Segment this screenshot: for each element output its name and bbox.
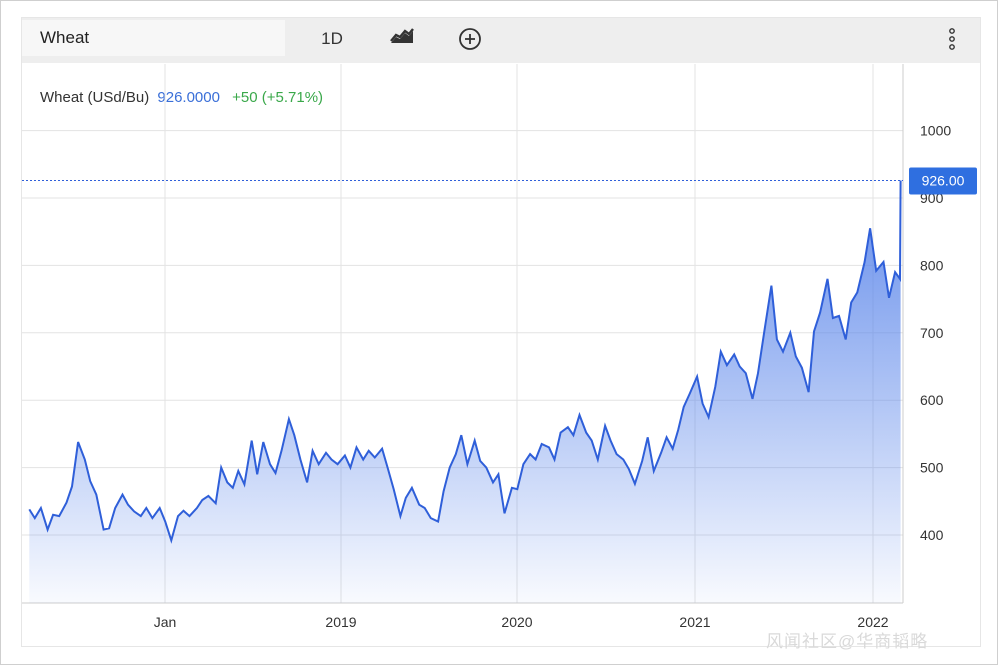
last-price-badge-label: 926.00 xyxy=(922,172,965,188)
chart-toolbar: Wheat 1D xyxy=(22,18,980,63)
price-line xyxy=(28,180,902,544)
last-price-badge: 926.00 xyxy=(909,167,977,195)
legend-change: +50 (+5.71%) xyxy=(232,89,324,106)
y-tick-label: 700 xyxy=(920,325,944,341)
y-tick-label: 800 xyxy=(920,257,944,273)
symbol-search-input[interactable]: Wheat xyxy=(22,20,285,56)
y-tick-label: 400 xyxy=(920,527,944,543)
x-tick-label: 2022 xyxy=(857,614,888,630)
x-tick-label: 2021 xyxy=(679,614,710,630)
watermark: 风闻社区@华商韬略 xyxy=(766,632,929,651)
add-indicator-icon[interactable] xyxy=(456,24,484,54)
y-tick-label: 1000 xyxy=(920,123,951,139)
line-chart-icon[interactable] xyxy=(388,24,416,54)
x-tick-label: 2019 xyxy=(325,614,356,630)
y-tick-label: 600 xyxy=(920,392,944,408)
x-tick-label: 2020 xyxy=(501,614,532,630)
legend-last-value: 926.0000 xyxy=(157,89,220,106)
series-legend: Wheat (USd/Bu) 926.0000 +50 (+5.71%) xyxy=(40,89,323,106)
y-tick-label: 500 xyxy=(920,460,944,476)
x-tick-label: Jan xyxy=(154,614,177,630)
period-selector-button[interactable]: 1D xyxy=(321,29,343,48)
price-area-fill xyxy=(29,180,901,603)
legend-series-name: Wheat (USd/Bu) xyxy=(40,89,150,106)
more-options-icon[interactable] xyxy=(942,24,962,54)
